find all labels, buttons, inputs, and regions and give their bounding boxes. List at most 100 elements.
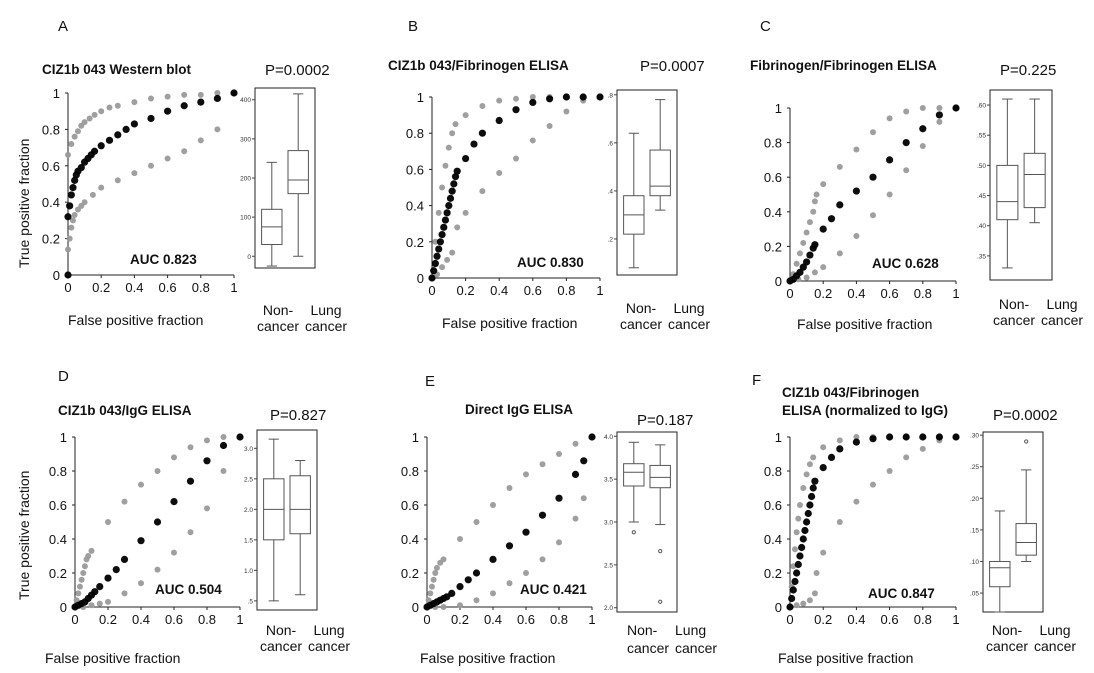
box-tick-label: 3.0 [604, 520, 613, 527]
roc-upper-point [806, 219, 813, 226]
roc-upper-point [539, 461, 546, 468]
box-plot: .2 .4 .6 .8 [608, 89, 678, 276]
roc-point [806, 501, 814, 509]
roc-point [836, 445, 844, 453]
roc-upper-point [105, 519, 111, 525]
y-tick-label: 1 [775, 101, 782, 116]
box-tick-label: .8 [608, 92, 614, 99]
roc-upper-point [427, 590, 434, 597]
roc-point [186, 477, 195, 485]
x-tick-label: 0.6 [165, 612, 183, 627]
p-value: P=0.187 [637, 412, 694, 429]
roc-lower-point [98, 184, 105, 191]
box-tick-label: .4 [608, 188, 614, 195]
roc-point [147, 114, 155, 123]
auc-label: AUC 0.823 [130, 252, 197, 267]
box [996, 164, 1019, 221]
roc-lower-point [919, 143, 926, 150]
y-tick-label: 0.6 [764, 498, 782, 513]
roc-lower-point [800, 600, 807, 607]
roc-lower-point [148, 162, 154, 169]
roc-upper-point [795, 515, 802, 522]
roc-point [869, 435, 877, 443]
panel-title: CIZ1b 043/Fibrinogen [782, 385, 920, 400]
box-tick-label: 100 [240, 215, 251, 222]
roc-upper-point [85, 553, 92, 559]
y-tick-label: 1 [775, 430, 782, 445]
roc-upper-point [430, 576, 437, 583]
y-tick-label: 0.4 [401, 532, 419, 547]
roc-upper-point [181, 91, 188, 98]
roc-lower-point [68, 224, 75, 231]
roc-upper-point [796, 250, 803, 257]
roc-point [478, 129, 486, 137]
roc-lower-point [88, 602, 95, 609]
roc-point [807, 492, 816, 501]
group-label: Lung cancer [308, 622, 351, 654]
roc-upper-point [496, 97, 503, 104]
roc-plot: 0 0.2 0.4 0.6 0.8 1 0 0.2 0.4 0.6 0.8 1 [42, 86, 238, 295]
roc-plot: 0 0.2 0.4 0.6 0.8 1 0 0.2 0.4 0.6 0.8 1 [764, 430, 960, 627]
roc-upper-point [425, 597, 432, 604]
roc-point [793, 569, 801, 577]
y-tick-label: 0.8 [406, 126, 424, 141]
x-tick-label: 0 [428, 283, 435, 298]
x-tick-label: 0.6 [881, 286, 899, 301]
roc-upper-point [442, 162, 449, 169]
roc-point [64, 213, 72, 221]
roc-upper-point [81, 119, 88, 126]
roc-upper-point [71, 133, 78, 140]
y-tick-label: 0 [417, 271, 424, 286]
x-tick-label: 0.2 [457, 283, 475, 298]
roc-point [935, 433, 943, 441]
roc-upper-point [154, 468, 161, 474]
roc-point [579, 93, 587, 101]
roc-lower-point [870, 481, 876, 488]
y-tick-label: 0.4 [764, 205, 782, 220]
roc-lower-point [529, 137, 536, 144]
roc-lower-point [69, 217, 76, 224]
x-tick-label: 0 [64, 280, 71, 295]
box-tick-label: 2.5 [604, 562, 613, 569]
roc-point [571, 470, 580, 478]
x-axis-label: False positive fraction [797, 316, 933, 332]
roc-lower-point [936, 118, 943, 125]
box-tick-label: .25 [970, 464, 979, 471]
y-tick-label: 1 [53, 86, 60, 101]
box-frame [989, 89, 1053, 281]
roc-upper-point [853, 146, 860, 153]
roc-upper-point [106, 104, 113, 111]
y-tick-label: 0.2 [406, 235, 424, 250]
box-tick-label: 200 [240, 176, 251, 183]
box-tick-label: .6 [608, 140, 614, 147]
group-label: Non- [627, 622, 658, 638]
p-value: P=0.827 [270, 407, 327, 424]
roc-lower-point [121, 590, 128, 597]
x-tick-label: 0.4 [847, 612, 865, 627]
roc-point [789, 586, 797, 594]
roc-point [91, 588, 99, 596]
x-tick-label: 0.6 [517, 612, 535, 627]
p-value: P=0.0002 [993, 407, 1058, 424]
box-tick-label: .5 [248, 598, 254, 605]
x-tick-label: 0.4 [484, 612, 502, 627]
group-label: Non-cancer [620, 300, 663, 332]
x-tick-label: 0.8 [914, 612, 932, 627]
roc-point [801, 526, 809, 535]
group-label-line2: cancer [627, 640, 670, 656]
roc-lower-point [506, 580, 513, 587]
roc-upper-point [903, 108, 910, 115]
roc-point [799, 535, 807, 543]
roc-upper-point [452, 121, 459, 128]
roc-upper-point [836, 163, 843, 170]
x-axis-label: False positive fraction [68, 312, 204, 328]
roc-upper-point [886, 115, 893, 122]
y-tick-label: 0.4 [42, 195, 60, 210]
roc-point [596, 93, 604, 101]
roc-upper-point [131, 99, 138, 106]
roc-point [796, 552, 804, 560]
roc-upper-point [820, 181, 827, 188]
box [1023, 152, 1046, 209]
roc-plot: 0 0.2 0.4 0.6 0.8 1 0 0.2 0.4 0.6 0.8 1 [49, 430, 244, 627]
roc-lower-point [539, 556, 546, 563]
